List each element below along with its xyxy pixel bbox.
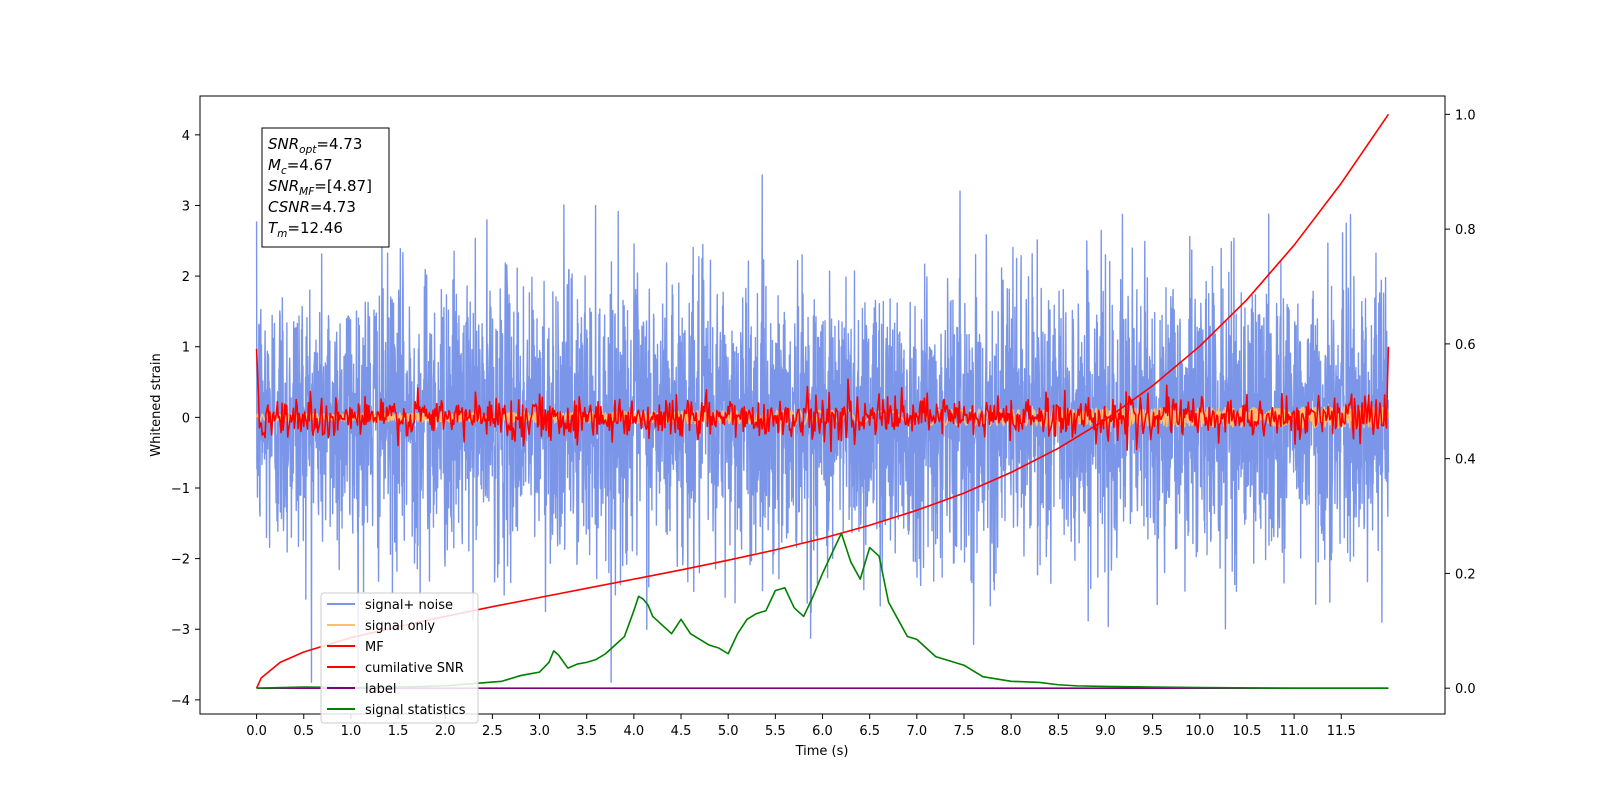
x-axis-ticks: 0.0 0.5 1.0 1.5 2.0 2.5 3.0 3.5 4.0 4.5 5.0 5.5 6.0 6… xyxy=(246,714,1356,739)
legend-label: signal statistics xyxy=(365,703,466,718)
y-left-tick-label: 1 xyxy=(182,341,190,356)
legend-label: cumilative SNR xyxy=(365,661,464,676)
legend-entry: signal only xyxy=(327,619,435,634)
x-tick-label: 11.5 xyxy=(1327,724,1356,739)
y-left-tick-label: 3 xyxy=(182,199,190,214)
x-tick-label: 5.0 xyxy=(718,724,739,739)
info-box-line: Tm=12.46 xyxy=(268,219,343,240)
y-left-tick-label: 2 xyxy=(182,270,190,285)
series-signal-statistics xyxy=(256,532,1388,689)
y-axis-label: Whitened strain xyxy=(149,353,164,456)
x-tick-label: 10.0 xyxy=(1185,724,1214,739)
info-box-line: CSNR=4.73 xyxy=(268,198,356,216)
y-left-tick-label: 0 xyxy=(182,411,190,426)
x-tick-label: 2.5 xyxy=(482,724,503,739)
x-tick-label: 7.5 xyxy=(954,724,975,739)
y-left-tick-label: −1 xyxy=(171,482,190,497)
x-tick-label: 3.5 xyxy=(576,724,597,739)
legend-label: signal only xyxy=(365,619,435,634)
x-axis-label: Time (s) xyxy=(795,744,849,759)
y-right-tick-label: 0.4 xyxy=(1455,453,1476,468)
y-right-tick-label: 0.0 xyxy=(1455,682,1476,697)
x-tick-label: 3.0 xyxy=(529,724,550,739)
legend: signal+ noise signal only MF cumilative SNR… xyxy=(320,592,479,724)
x-tick-label: 4.5 xyxy=(671,724,692,739)
legend-label: MF xyxy=(365,640,384,655)
x-tick-label: 0.0 xyxy=(246,724,267,739)
x-tick-label: 1.5 xyxy=(388,724,409,739)
x-tick-label: 0.5 xyxy=(293,724,314,739)
x-tick-label: 7.0 xyxy=(906,724,927,739)
legend-entry: MF xyxy=(327,640,384,655)
y-right-tick-label: 0.8 xyxy=(1455,223,1476,238)
y-axis-right-ticks: 1.0 0.8 0.6 0.4 0.2 0.0 xyxy=(1445,108,1476,697)
y-right-tick-label: 0.6 xyxy=(1455,338,1476,353)
x-tick-label: 6.5 xyxy=(859,724,880,739)
y-right-tick-label: 0.2 xyxy=(1455,567,1476,582)
legend-frame xyxy=(320,592,479,724)
x-tick-label: 10.5 xyxy=(1232,724,1261,739)
y-right-tick-label: 1.0 xyxy=(1455,108,1476,123)
info-box-line: SNRMF=[4.87] xyxy=(268,177,372,198)
series-signal-noise xyxy=(255,174,1390,683)
y-left-tick-label: 4 xyxy=(182,129,190,144)
y-left-tick-label: −2 xyxy=(171,553,190,568)
legend-entry: signal+ noise xyxy=(327,598,453,613)
y-left-tick-label: −3 xyxy=(171,623,190,638)
legend-label: signal+ noise xyxy=(365,598,453,613)
legend-entry: signal statistics xyxy=(327,703,466,718)
legend-label: label xyxy=(365,682,396,697)
info-box-frame xyxy=(261,127,390,248)
x-tick-label: 4.0 xyxy=(624,724,645,739)
x-tick-label: 11.0 xyxy=(1280,724,1309,739)
legend-entry: label xyxy=(327,682,396,697)
x-tick-label: 1.0 xyxy=(341,724,362,739)
x-tick-label: 8.5 xyxy=(1048,724,1069,739)
y-axis-left-ticks: 4 3 2 1 0 −1 −2 −3 −4 xyxy=(171,129,200,709)
x-tick-label: 5.5 xyxy=(765,724,786,739)
legend-entry: cumilative SNR xyxy=(327,661,464,676)
info-box-line: SNRopt=4.73 xyxy=(268,135,362,156)
x-tick-label: 9.5 xyxy=(1142,724,1163,739)
x-tick-label: 8.0 xyxy=(1001,724,1022,739)
x-tick-label: 6.0 xyxy=(812,724,833,739)
x-tick-label: 9.0 xyxy=(1095,724,1116,739)
legend-entries: signal+ noise signal only MF cumilative SNR… xyxy=(327,598,466,718)
info-box-line: Mc=4.67 xyxy=(268,156,333,177)
series-mf xyxy=(255,346,1390,453)
x-tick-label: 2.0 xyxy=(435,724,456,739)
y-left-tick-label: −4 xyxy=(171,694,190,709)
